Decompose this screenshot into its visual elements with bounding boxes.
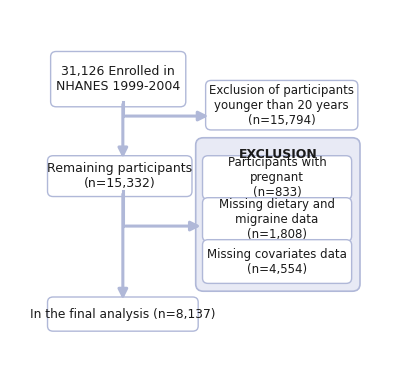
FancyBboxPatch shape (202, 198, 352, 241)
FancyBboxPatch shape (202, 240, 352, 284)
FancyBboxPatch shape (206, 80, 358, 130)
Text: Exclusion of participants
younger than 20 years
(n=15,794): Exclusion of participants younger than 2… (209, 84, 354, 127)
Text: Remaining participants
(n=15,332): Remaining participants (n=15,332) (47, 162, 192, 190)
FancyBboxPatch shape (48, 297, 198, 331)
FancyBboxPatch shape (51, 52, 186, 107)
FancyBboxPatch shape (48, 156, 192, 197)
Text: Missing dietary and
migraine data
(n=1,808): Missing dietary and migraine data (n=1,8… (219, 198, 335, 241)
Text: EXCLUSION: EXCLUSION (238, 148, 317, 161)
Text: 31,126 Enrolled in
NHANES 1999-2004: 31,126 Enrolled in NHANES 1999-2004 (56, 65, 180, 93)
Text: Missing covariates data
(n=4,554): Missing covariates data (n=4,554) (207, 247, 347, 276)
Text: In the final analysis (n=8,137): In the final analysis (n=8,137) (30, 308, 216, 321)
Text: Participants with
pregnant
(n=833): Participants with pregnant (n=833) (228, 156, 326, 199)
FancyBboxPatch shape (202, 156, 352, 199)
FancyBboxPatch shape (196, 138, 360, 291)
